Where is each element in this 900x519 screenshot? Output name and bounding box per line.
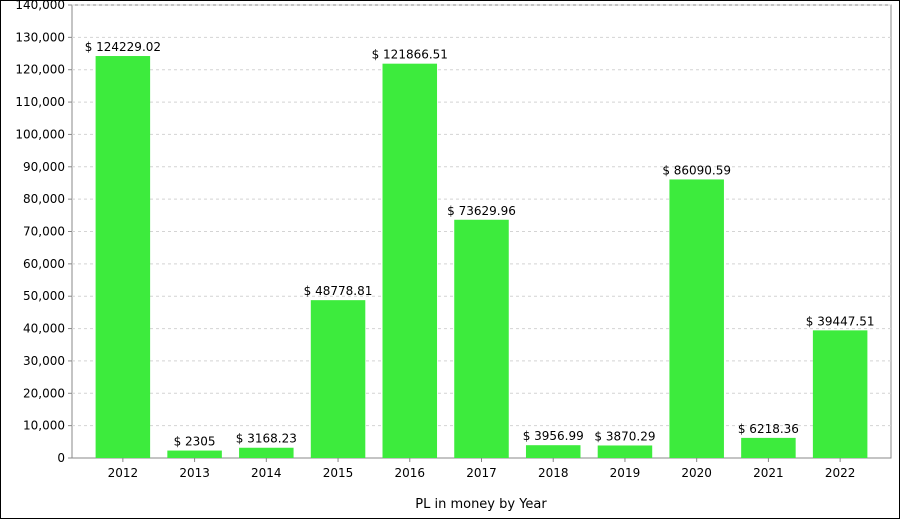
data-label-2012: $ 124229.02 — [85, 40, 161, 54]
y-tick-label: 100,000 — [15, 127, 65, 141]
y-tick-label: 40,000 — [23, 322, 65, 336]
data-label-2013: $ 2305 — [174, 435, 216, 449]
x-tick-label-2012: 2012 — [108, 466, 139, 480]
x-axis-title: PL in money by Year — [415, 497, 547, 512]
x-axis: 2012 2013 2014 2015 2016 2017 2018 2019 2020 2021… — [108, 458, 856, 480]
y-tick-label: 20,000 — [23, 386, 65, 400]
y-tick-label: 70,000 — [23, 225, 65, 239]
y-tick-label: 10,000 — [23, 419, 65, 433]
data-label-2014: $ 3168.23 — [236, 432, 297, 446]
x-tick-label-2020: 2020 — [681, 466, 712, 480]
data-label-2021: $ 6218.36 — [738, 422, 799, 436]
data-label-2017: $ 73629.96 — [447, 204, 516, 218]
bar-2022 — [812, 330, 868, 458]
x-tick-label-2015: 2015 — [323, 466, 354, 480]
bar-2014 — [239, 447, 294, 458]
x-tick-label-2013: 2013 — [179, 466, 210, 480]
y-tick-label: 130,000 — [15, 30, 65, 44]
x-tick-label-2021: 2021 — [753, 466, 784, 480]
y-tick-label: 60,000 — [23, 257, 65, 271]
bar-2020 — [669, 179, 724, 458]
bar-2017 — [454, 219, 509, 458]
data-label-2022: $ 39447.51 — [806, 314, 875, 328]
x-tick-label-2019: 2019 — [610, 466, 641, 480]
y-tick-label: 110,000 — [15, 95, 65, 109]
y-tick-label: 80,000 — [23, 192, 65, 206]
bar-2016 — [382, 63, 438, 458]
y-tick-label: 30,000 — [23, 354, 65, 368]
data-label-2019: $ 3870.29 — [594, 429, 655, 443]
y-tick-label: 0 — [57, 451, 65, 465]
data-label-2015: $ 48778.81 — [304, 284, 373, 298]
data-label-2020: $ 86090.59 — [662, 163, 731, 177]
x-tick-label-2016: 2016 — [394, 466, 425, 480]
bar-2012 — [95, 56, 151, 458]
bar-2019 — [597, 445, 653, 458]
bars — [95, 56, 868, 458]
x-tick-label-2022: 2022 — [825, 466, 856, 480]
y-axis: 0 10,000 20,000 30,000 40,000 50,000 60,000 70,… — [15, 0, 72, 465]
data-label-2016: $ 121866.51 — [372, 48, 448, 62]
bar-2013 — [167, 450, 222, 458]
data-labels: $ 124229.02 $ 2305 $ 3168.23 $ 48778.81 $ 12… — [85, 40, 875, 449]
y-tick-label: 50,000 — [23, 289, 65, 303]
bar-2021 — [741, 437, 796, 458]
data-label-2018: $ 3956.99 — [523, 429, 584, 443]
x-tick-label-2017: 2017 — [466, 466, 497, 480]
y-tick-label: 140,000 — [15, 0, 65, 12]
x-tick-label-2018: 2018 — [538, 466, 569, 480]
bar-2018 — [525, 445, 581, 458]
y-tick-label: 90,000 — [23, 160, 65, 174]
x-tick-label-2014: 2014 — [251, 466, 282, 480]
bar-2015 — [310, 300, 366, 458]
y-tick-label: 120,000 — [15, 63, 65, 77]
